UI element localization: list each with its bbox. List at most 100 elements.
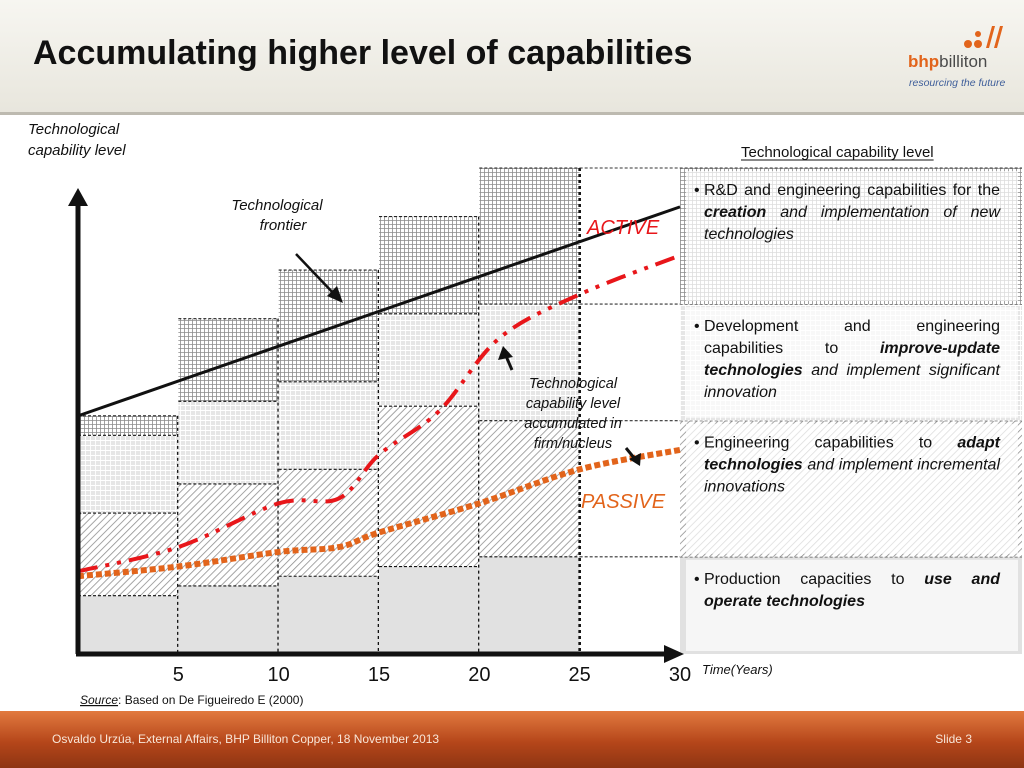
accumulated-arrow-down-icon [629,453,641,466]
accumulated-pointer-up [504,355,514,371]
level-text-3-word: and [844,318,871,335]
stage-2-band-1 [178,585,279,654]
level-text-panel-3 [686,307,1018,418]
x-axis-label: Time(Years) [702,662,773,677]
stage-4-band-3 [379,313,480,407]
level-text-panel-1 [686,559,1018,651]
accumulated-label-line-1: Technological [529,376,618,392]
bhp-billiton-logo: bhpbilliton resourcing the future [908,22,1008,94]
level-text-1-word: operate [704,593,762,610]
level-text-3-word: to [825,340,838,357]
series-lines [77,205,681,580]
level-text-2-word: and [807,457,835,474]
level-bullet-2: • [694,435,700,452]
accumulated-label-line-4: firm/nucleus [534,436,612,452]
level-text-2-word: to [919,435,932,452]
passive-label: PASSIVE [581,491,666,513]
source-note: Source: Based on De Figueiredo E (2000) [80,693,303,707]
frontier-label-line-2: frontier [260,217,308,234]
stage-5-band-1 [479,556,580,654]
logo-mark-icon [964,26,1003,48]
logo-wordmark: bhpbilliton [908,52,987,72]
level-text-2-word: capabilities [815,435,894,452]
accumulated-label-line-3: accumulated in [524,416,622,432]
stage-1-band-4 [78,415,179,436]
slide-header [0,0,1024,112]
x-tick-label-25: 25 [569,664,591,686]
level-text-panel-2 [686,423,1018,554]
level-text-3-word: and [811,362,839,379]
level-text-3-word: improve-update [880,340,1000,357]
x-tick-label-15: 15 [368,664,390,686]
stage-blocks [78,167,1022,654]
level-text-3-word: implement [846,362,920,379]
level-text-panel-4 [686,171,1018,302]
level-text-3-word: innovation [704,384,777,401]
level-text-2-word: implement [839,457,913,474]
header-divider [0,112,1024,115]
stage-4-band-2 [379,406,480,567]
level-text-3-word: technologies [704,362,803,379]
level-text-1-word: capacities [800,571,871,588]
accumulated-arrow-up-icon [498,346,513,360]
stage-3-band-3 [278,381,379,470]
level-text-4-word: R&D [704,182,738,199]
y-axis-label-line-1: Technological [28,121,120,138]
level-text-4-word: new [971,204,1002,221]
level-text-4-word: engineering [777,182,861,199]
frontier-label-line-1: Technological [231,197,323,214]
level-text-1-word: Production [704,571,781,588]
level-text-2-word: adapt [957,435,1000,452]
x-tick-label-20: 20 [468,664,490,686]
level-text-2-word: incremental [917,457,1000,474]
level-text-1-word: to [891,571,904,588]
level-text-2-word: Engineering [704,435,789,452]
frontier-pointer [295,253,337,297]
y-axis-arrow-icon [68,188,88,206]
stage-3-band-2 [278,469,379,577]
stage-1-band-1 [78,595,179,654]
level-text-4-word: for [953,182,972,199]
x-tick-label-30: 30 [669,664,691,686]
level-title: Technological capability level [741,144,934,161]
level-text-4-word: technologies [704,226,794,243]
level-text-2-word: technologies [704,457,803,474]
accumulated-label-line-2: capability level [526,396,621,412]
stage-2-band-4 [178,318,279,402]
stage-2-band-3 [178,401,279,484]
slide-number: Slide 3 [935,732,972,746]
level-text-3-word: significant [929,362,1001,379]
x-tick-label-10: 10 [268,664,290,686]
level-text-4-word: the [978,182,1000,199]
level-text-4-word: and [780,204,808,221]
level-text-3-word: Development [704,318,799,335]
level-text-4-word: and [744,182,771,199]
logo-wordmark-billiton: billiton [939,52,988,71]
stage-2-band-2 [178,483,279,586]
level-text-4-word: capabilities [867,182,946,199]
level-text-2-word: innovations [704,479,785,496]
level-text-1-word: use [924,571,952,588]
level-text-4-word: creation [704,204,766,221]
frontier-line [77,205,681,418]
stage-4-band-1 [379,566,480,654]
stage-3-band-1 [278,576,379,654]
level-text-3-word: engineering [916,318,1000,335]
level-bullet-1: • [694,571,700,588]
level-text-4-word: of [943,204,958,221]
stage-4-band-4 [379,216,480,314]
stage-5-band-3 [479,304,580,421]
active-line [77,253,681,574]
stage-1-band-3 [78,435,179,514]
logo-wordmark-bhp: bhp [908,52,940,71]
active-label: ACTIVE [586,217,660,239]
slide-footer: Osvaldo Urzúa, External Affairs, BHP Bil… [0,711,1024,768]
x-tick-label-5: 5 [173,664,184,686]
logo-tagline: resourcing the future [909,77,1006,89]
stage-1-band-2 [78,513,179,596]
y-axis-label-line-2: capability level [28,142,126,159]
source-label: Source [80,693,118,707]
source-text: : Based on De Figueiredo E (2000) [118,693,303,707]
